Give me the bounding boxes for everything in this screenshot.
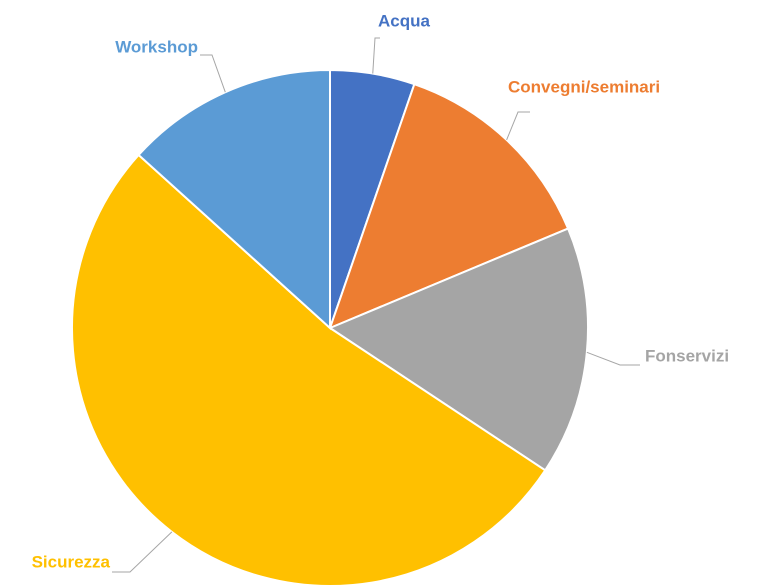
slice-label: Sicurezza: [32, 552, 111, 571]
pie-slice: [327, 227, 589, 472]
slice-label: Acqua: [378, 11, 431, 30]
slice-label: Fonservizi: [645, 346, 729, 365]
leader-line: [200, 54, 226, 93]
slice-label: Convegni/seminari: [508, 77, 660, 96]
slice-label: Workshop: [115, 37, 198, 56]
leader-line: [372, 37, 380, 74]
pie-slice: [328, 82, 570, 330]
leader-line: [586, 351, 640, 366]
leader-line: [112, 531, 173, 573]
leader-line: [506, 111, 530, 141]
pie-slice: [137, 68, 331, 331]
